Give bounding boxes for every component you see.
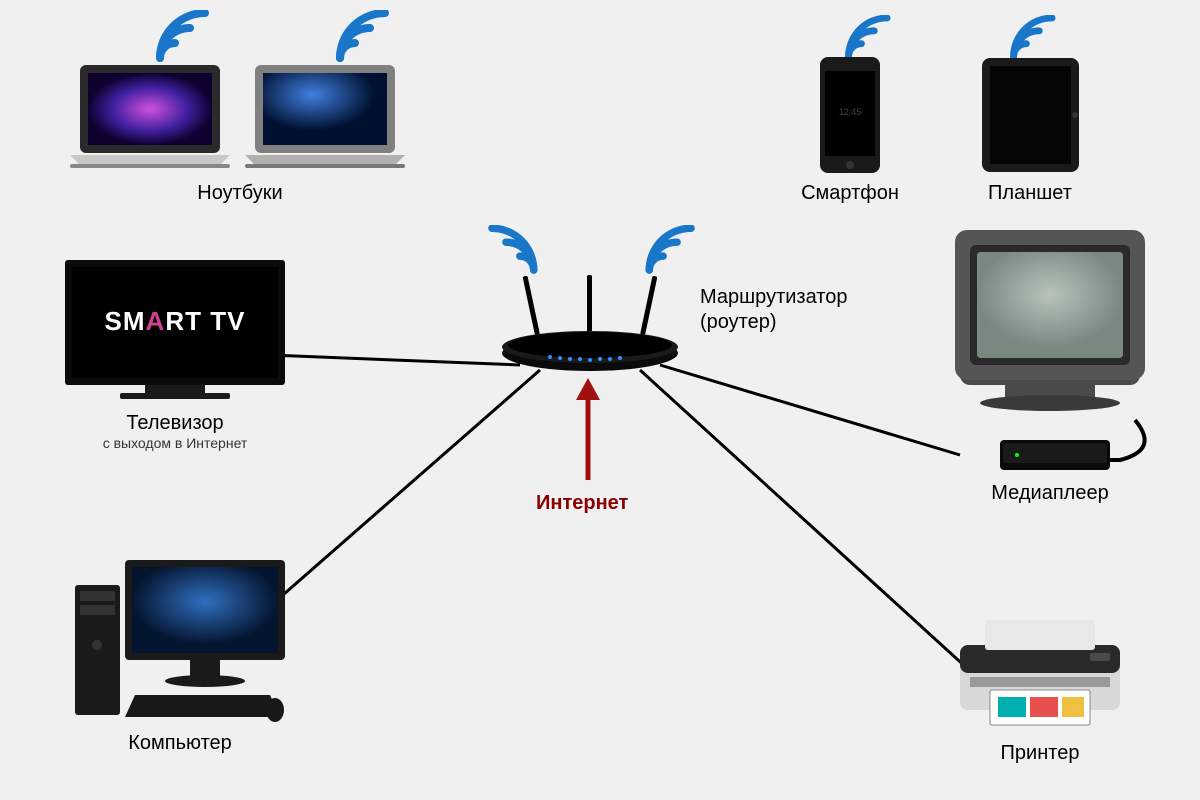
tv-icon: SMART TV: [60, 255, 290, 405]
tablet-label: Планшет: [988, 181, 1072, 205]
printer-icon: [940, 615, 1140, 735]
smartphone-label: Смартфон: [801, 181, 899, 205]
smartphone-icon: 12:45: [815, 55, 885, 175]
device-printer: Принтер: [935, 615, 1145, 765]
wifi-icon: [640, 225, 705, 277]
tv-screen-text: SMART TV: [105, 306, 246, 336]
wifi-icon: [478, 225, 543, 277]
network-diagram: Ноутбуки 12:45 Смартфон Планшет SMART TV…: [0, 0, 1200, 800]
mediaplayer-icon: [945, 225, 1155, 475]
tv-sublabel: с выходом в Интернет: [103, 435, 248, 452]
device-tablet: Планшет: [960, 55, 1100, 205]
device-router: [495, 275, 685, 375]
device-tv: SMART TV Телевизор с выходом в Интернет: [55, 255, 295, 452]
wifi-icon: [150, 10, 220, 65]
laptops-icon: [70, 60, 410, 175]
router-label: Маршрутизатор (роутер): [700, 285, 847, 335]
wifi-icon: [330, 10, 400, 65]
tablet-icon: [978, 55, 1083, 175]
computer-label: Компьютер: [128, 731, 232, 755]
internet-label: Интернет: [536, 492, 628, 515]
printer-label: Принтер: [1001, 741, 1080, 765]
device-computer: Компьютер: [65, 555, 295, 755]
tv-label: Телевизор: [126, 411, 223, 435]
svg-text:12:45: 12:45: [839, 107, 862, 117]
device-laptops: Ноутбуки: [70, 60, 410, 205]
computer-icon: [70, 555, 290, 725]
device-mediaplayer: Медиаплеер: [940, 225, 1160, 505]
device-smartphone: 12:45 Смартфон: [790, 55, 910, 205]
laptops-label: Ноутбуки: [197, 181, 282, 205]
mediaplayer-label: Медиаплеер: [991, 481, 1108, 505]
router-icon: [495, 275, 685, 375]
